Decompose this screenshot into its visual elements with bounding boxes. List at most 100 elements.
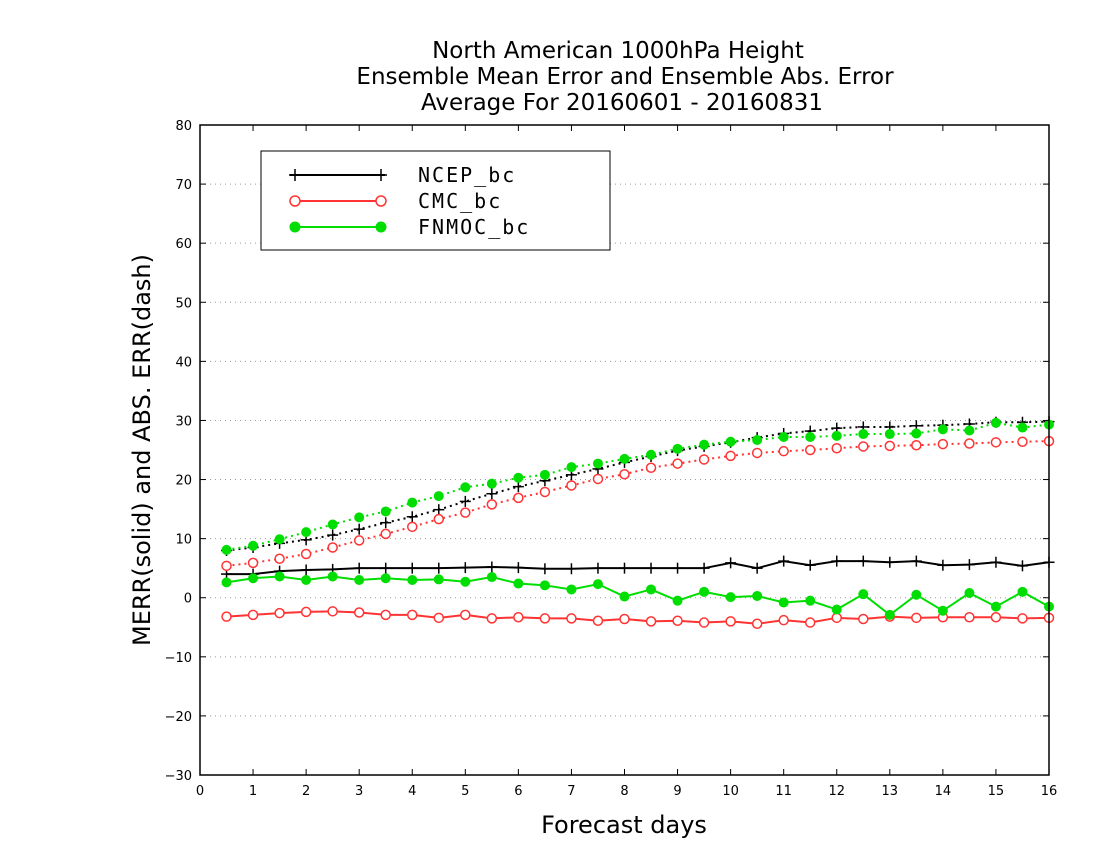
open-circle-marker — [353, 535, 365, 546]
y-tick-label: 20 — [175, 474, 192, 489]
x-tick-label: 3 — [355, 784, 363, 799]
open-circle-marker — [486, 613, 498, 624]
open-circle-marker — [327, 542, 338, 553]
filled-circle-marker — [752, 590, 763, 601]
filled-circle-marker — [646, 449, 657, 460]
filled-circle-marker — [248, 540, 259, 551]
open-circle-marker — [513, 492, 524, 504]
open-circle-marker — [911, 612, 922, 624]
filled-circle-marker — [486, 478, 497, 489]
filled-circle-marker — [513, 472, 524, 483]
plus-marker — [486, 561, 498, 573]
plus-marker — [539, 563, 551, 575]
filled-circle-marker — [805, 595, 816, 606]
open-circle-marker — [221, 611, 232, 622]
open-circle-marker — [539, 486, 551, 498]
x-tick-label: 5 — [461, 784, 469, 799]
plus-marker — [353, 523, 365, 535]
plus-marker — [512, 481, 524, 493]
y-tick-label: −30 — [165, 769, 192, 784]
filled-circle-marker — [566, 584, 577, 595]
plus-marker — [831, 555, 843, 567]
open-circle-marker — [778, 445, 789, 457]
legend-item: NCEP_bc — [289, 163, 516, 187]
open-circle-marker — [353, 607, 365, 618]
legend-item: CMC_bc — [289, 189, 500, 213]
filled-circle-marker — [289, 221, 301, 233]
plus-marker — [380, 517, 392, 529]
open-circle-marker — [858, 441, 869, 452]
open-circle-marker — [274, 553, 285, 564]
y-tick-label: 60 — [175, 237, 192, 252]
filled-circle-marker — [274, 534, 285, 545]
x-tick-label: 1 — [249, 784, 257, 799]
open-circle-marker — [433, 513, 445, 525]
y-tick-label: −10 — [165, 651, 192, 666]
chart-title-line-1: North American 1000hPa Height — [432, 38, 804, 64]
open-circle-marker — [751, 447, 763, 459]
abs-err-line — [226, 421, 1050, 551]
merr-line — [226, 610, 1050, 625]
series-layer — [221, 416, 1055, 629]
open-circle-marker — [592, 473, 604, 485]
open-circle-marker — [725, 450, 736, 462]
open-circle-marker — [858, 613, 869, 625]
x-tick-label: 2 — [302, 784, 310, 799]
y-axis-title: MERR(solid) and ABS. ERR(dash) — [128, 254, 156, 646]
open-circle-marker — [725, 616, 736, 627]
filled-circle-marker — [354, 512, 365, 523]
open-circle-marker — [937, 438, 949, 450]
open-circle-marker — [460, 609, 471, 621]
plus-marker — [963, 559, 975, 571]
open-circle-marker — [645, 462, 657, 473]
open-circle-marker — [539, 613, 551, 624]
open-circle-marker — [831, 612, 842, 624]
filled-circle-marker — [1017, 422, 1028, 433]
open-circle-marker — [911, 440, 922, 451]
filled-circle-marker — [433, 574, 444, 585]
open-circle-marker — [645, 616, 657, 627]
y-tick-label: 30 — [175, 414, 192, 429]
y-tick-label: −20 — [165, 710, 192, 725]
legend-label: FNMOC_bc — [418, 215, 530, 239]
plus-marker — [910, 555, 922, 567]
plus-marker — [884, 556, 896, 568]
open-circle-marker — [289, 195, 301, 207]
open-circle-marker — [247, 609, 259, 621]
open-circle-marker — [380, 609, 391, 621]
y-tick-label: 10 — [175, 533, 192, 548]
filled-circle-marker — [380, 506, 391, 517]
plus-marker — [433, 504, 445, 516]
x-tick-label: 12 — [828, 784, 845, 799]
filled-circle-marker — [327, 571, 338, 582]
plus-marker — [804, 559, 816, 571]
filled-circle-marker — [699, 586, 710, 597]
filled-circle-marker — [539, 580, 550, 591]
filled-circle-marker — [990, 601, 1001, 612]
legend-label: NCEP_bc — [418, 163, 516, 187]
filled-circle-marker — [619, 453, 630, 464]
open-circle-marker — [486, 499, 498, 510]
filled-circle-marker — [937, 424, 948, 435]
filled-circle-marker — [486, 572, 497, 583]
plus-marker — [327, 529, 339, 541]
filled-circle-marker — [725, 436, 736, 447]
open-circle-marker — [698, 454, 710, 465]
filled-circle-marker — [725, 592, 736, 603]
open-circle-marker — [672, 615, 683, 627]
filled-circle-marker — [513, 578, 524, 589]
filled-circle-marker — [752, 434, 763, 445]
x-tick-label: 9 — [673, 784, 681, 799]
filled-circle-marker — [778, 432, 789, 442]
filled-circle-marker — [672, 443, 683, 454]
open-circle-marker — [804, 444, 816, 456]
plus-marker — [698, 562, 710, 574]
open-circle-marker — [990, 611, 1002, 623]
open-circle-marker — [778, 614, 789, 626]
filled-circle-marker — [460, 482, 471, 493]
open-circle-marker — [990, 437, 1002, 448]
open-circle-marker — [566, 613, 577, 624]
open-circle-marker — [592, 615, 604, 627]
plus-marker — [857, 555, 869, 567]
